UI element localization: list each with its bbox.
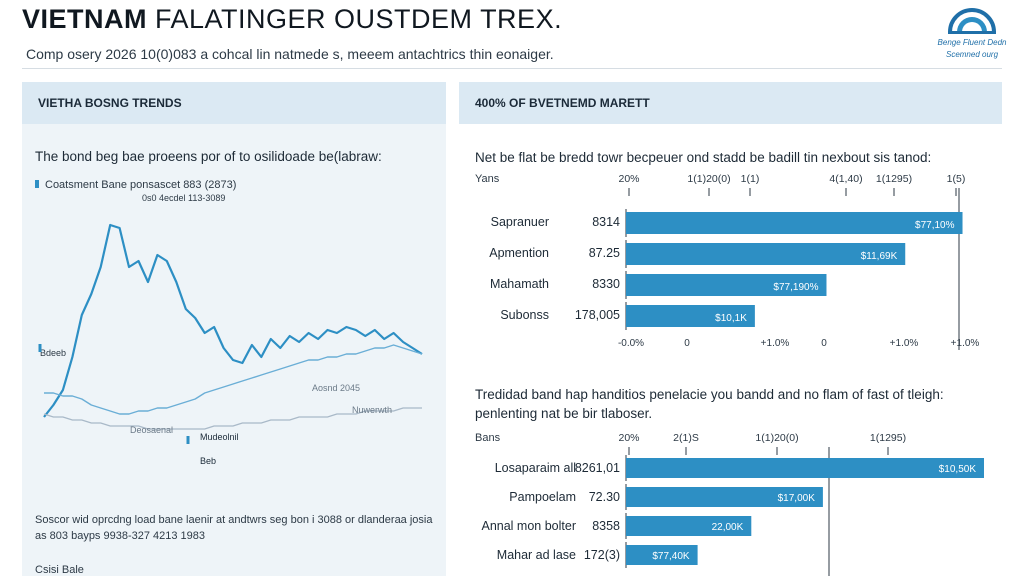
market-bar-chart-1: 20% 1(1)20(0) 1(1) 4(1,40) 1(1295) 1(5) Yans Sa…: [475, 173, 980, 350]
bottom-tick-label: +1.0%: [890, 338, 919, 349]
top-tick-label: 1(1): [741, 173, 760, 185]
bar: [626, 305, 755, 327]
line-annotation: 0s0 4ecdel 113-3089: [142, 193, 225, 203]
bar-data-label: $77,40K: [652, 551, 690, 562]
trends-panel: VIETHA BOSNG TRENDS The bond beg bae pro…: [22, 82, 446, 576]
bar-category-label: Subonss: [500, 308, 549, 322]
bar: [626, 212, 963, 234]
bar-category-label: Mahamath: [490, 277, 549, 291]
line-annotation: Nuwerwth: [352, 405, 392, 415]
top-tick-label: 1(1295): [870, 432, 906, 444]
bottom-tick-label: -0.0%: [618, 338, 644, 349]
trends-footer: Csisi Bale: [35, 564, 84, 576]
page-title: VIETNAM FALATINGER OUSTDEM TREX.: [22, 4, 562, 35]
brand-logo: Benge Fluent Dedn Scemned ourg: [926, 0, 1018, 66]
trends-source-note: Soscor wid oprcdng load bane laenir at a…: [35, 514, 433, 542]
top-tick-label: 20%: [618, 173, 639, 185]
bar-category-label: Annal mon bolter: [481, 519, 576, 533]
top-tick-label: 1(1295): [876, 173, 912, 185]
bar-data-label: $77,190%: [773, 282, 818, 293]
bottom-tick-label: +1.0%: [761, 338, 790, 349]
legend-swatch: [35, 180, 39, 188]
bar-category-label: Mahar ad lase: [497, 548, 576, 562]
page-title-bold: VIETNAM: [22, 4, 147, 34]
bar-category-label: Apmention: [489, 246, 549, 260]
bar-category-label: Pampoelam: [509, 490, 576, 504]
line-series-2: [44, 344, 423, 415]
bar-value-label: 178,005: [575, 308, 620, 322]
line-series-3: [43, 407, 422, 430]
market-bar-chart-2: 20% 2(1)S 1(1)20(0) 1(1295) Bans Losaparaim a…: [475, 432, 984, 576]
logo-line-1: Benge Fluent Dedn: [937, 38, 1007, 47]
trends-legend: Coatsment Bane ponsascet 883 (2873): [35, 179, 236, 191]
axis-caption: Yans: [475, 173, 500, 185]
bar: [626, 243, 906, 265]
top-tick-label: 1(1)20(0): [755, 432, 798, 444]
line-series-1: [43, 223, 423, 418]
bar: [626, 545, 698, 565]
bar-data-label: $10,50K: [939, 464, 977, 475]
bar: [626, 487, 823, 507]
line-annotation: Aosnd 2045: [312, 383, 360, 393]
trends-panel-heading: VIETHA BOSNG TRENDS: [22, 82, 446, 124]
header-divider: [22, 68, 1002, 69]
dome-arc-icon: [948, 8, 996, 34]
bar-data-label: $10,1K: [715, 313, 747, 324]
market-panel: 400% OF BVETNEMD MARETT Net be flat be b…: [459, 82, 1002, 576]
market-chart1-description: Net be flat be bredd towr becpeuer ond s…: [475, 150, 932, 165]
bar-category-label: Sapranuer: [491, 215, 549, 229]
bottom-tick-label: 0: [821, 338, 827, 349]
market-panel-heading: 400% OF BVETNEMD MARETT: [459, 82, 1002, 124]
bottom-tick-label: +1.0%: [951, 338, 980, 349]
bar: [626, 274, 827, 296]
trends-line-chart: 0s0 4ecdel 113-3089 Bdeeb Deosaenal Mudeoln…: [38, 193, 423, 466]
bar-value-label: 8330: [592, 277, 620, 291]
bar-value-label: 72.30: [589, 490, 620, 504]
line-annotation: Mudeolnil: [200, 432, 239, 442]
top-tick-label: 4(1,40): [829, 173, 862, 185]
bar-value-label: 87.25: [589, 246, 620, 260]
line-annotation: Bdeeb: [40, 348, 66, 358]
bar-data-label: $77,10%: [915, 220, 955, 231]
axis-caption: Bans: [475, 432, 501, 444]
page-subtitle: Comp osery 2026 10(0)083 a cohcal lin na…: [26, 46, 554, 62]
bar-value-label: 8314: [592, 215, 620, 229]
bar-category-label: Losaparaim all: [495, 461, 576, 475]
legend-label: Coatsment Bane ponsascet 883 (2873): [45, 179, 237, 191]
logo-line-2: Scemned ourg: [945, 50, 999, 59]
market-chart2-description: Tredidad band hap handitios penelacie yo…: [475, 387, 944, 421]
bar-data-label: $17,00K: [778, 493, 816, 504]
bar-value-label: 8261,01: [575, 461, 620, 475]
line-annotation: Beb: [200, 456, 216, 466]
page-title-rest: FALATINGER OUSTDEM TREX.: [155, 4, 563, 34]
bar-value-label: 8358: [592, 519, 620, 533]
bottom-tick-label: 0: [684, 338, 690, 349]
line-annotation: Deosaenal: [130, 425, 173, 435]
bar-value-label: 172(3): [584, 548, 620, 562]
bar: [626, 458, 984, 478]
bar-data-label: $11,69K: [861, 251, 898, 262]
top-tick-label: 1(1)20(0): [687, 173, 730, 185]
trends-description: The bond beg bae proeens por of to osili…: [35, 149, 382, 164]
top-tick-label: 20%: [618, 432, 639, 444]
top-tick-label: 1(5): [947, 173, 966, 185]
bar-data-label: 22,00K: [712, 522, 744, 533]
top-tick-label: 2(1)S: [673, 432, 699, 444]
bar: [626, 516, 752, 536]
